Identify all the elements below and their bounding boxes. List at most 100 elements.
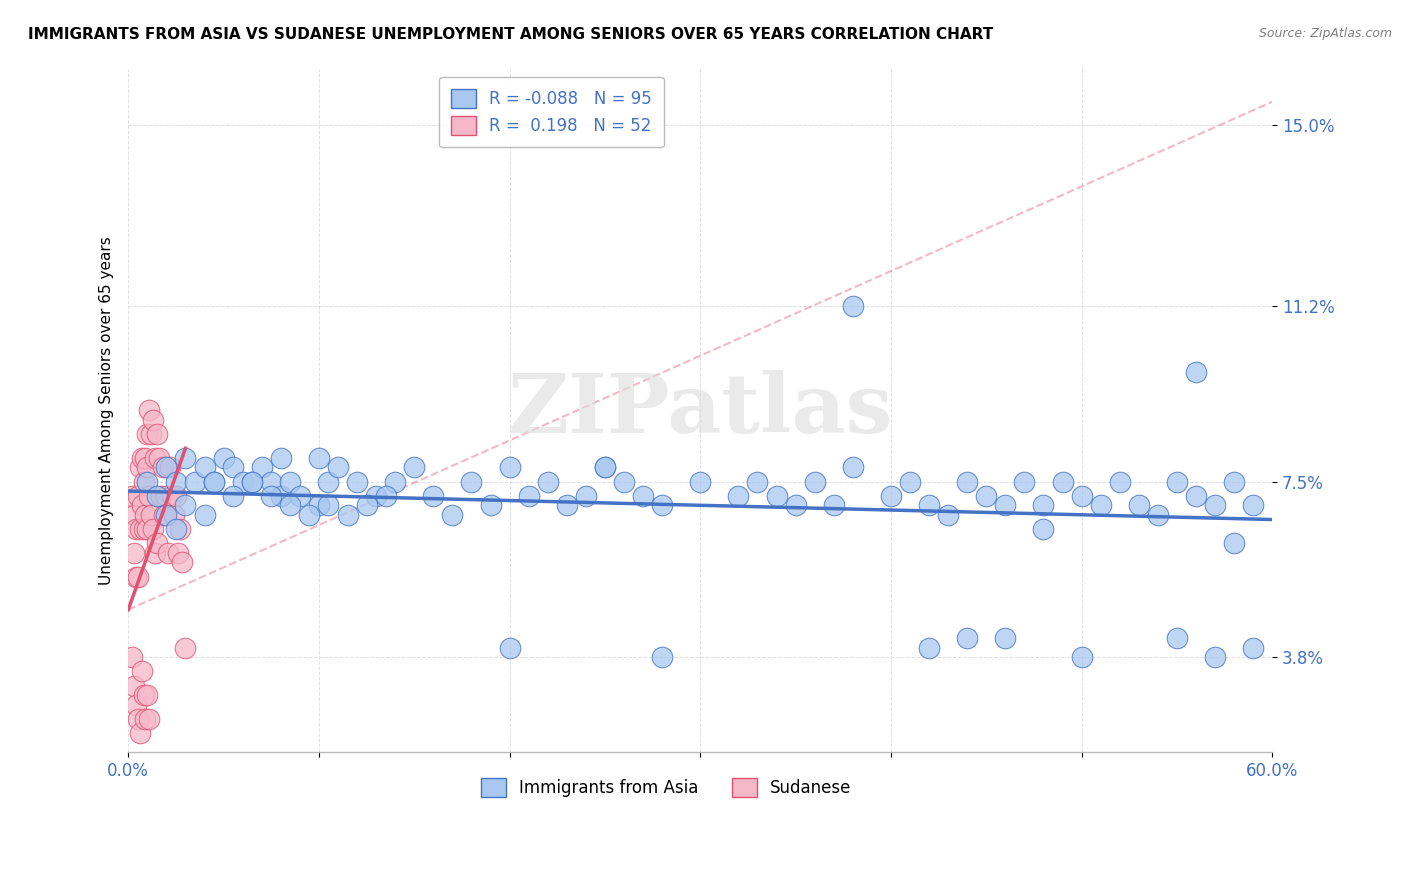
Point — [288, 489, 311, 503]
Point — [131, 450, 153, 465]
Point — [1108, 475, 1130, 489]
Point — [498, 640, 520, 655]
Point — [936, 508, 959, 522]
Point — [212, 450, 235, 465]
Point — [1241, 498, 1264, 512]
Point — [202, 475, 225, 489]
Point — [165, 522, 187, 536]
Point — [131, 498, 153, 512]
Point — [148, 450, 170, 465]
Point — [222, 489, 245, 503]
Point — [270, 450, 292, 465]
Point — [125, 698, 148, 712]
Point — [1204, 650, 1226, 665]
Point — [631, 489, 654, 503]
Point — [318, 498, 340, 512]
Point — [441, 508, 464, 522]
Point — [128, 460, 150, 475]
Point — [384, 475, 406, 489]
Point — [136, 475, 159, 489]
Point — [165, 489, 187, 503]
Point — [1070, 489, 1092, 503]
Point — [593, 460, 616, 475]
Point — [240, 475, 263, 489]
Point — [1128, 498, 1150, 512]
Point — [159, 460, 181, 475]
Point — [366, 489, 388, 503]
Point — [132, 522, 155, 536]
Point — [479, 498, 502, 512]
Point — [1241, 640, 1264, 655]
Point — [250, 460, 273, 475]
Point — [517, 489, 540, 503]
Point — [174, 450, 197, 465]
Point — [1166, 475, 1188, 489]
Point — [170, 555, 193, 569]
Point — [155, 489, 177, 503]
Point — [374, 489, 396, 503]
Point — [918, 498, 941, 512]
Point — [134, 712, 156, 726]
Point — [842, 460, 865, 475]
Point — [994, 631, 1017, 645]
Point — [121, 489, 143, 503]
Point — [308, 498, 330, 512]
Point — [127, 712, 149, 726]
Point — [880, 489, 903, 503]
Point — [184, 475, 207, 489]
Point — [346, 475, 368, 489]
Point — [134, 508, 156, 522]
Point — [122, 546, 145, 560]
Point — [1052, 475, 1074, 489]
Point — [498, 460, 520, 475]
Point — [1185, 489, 1208, 503]
Point — [326, 460, 349, 475]
Point — [136, 522, 159, 536]
Point — [134, 450, 156, 465]
Point — [142, 522, 165, 536]
Point — [122, 508, 145, 522]
Point — [125, 522, 148, 536]
Point — [1223, 536, 1246, 550]
Point — [823, 498, 845, 512]
Text: Source: ZipAtlas.com: Source: ZipAtlas.com — [1258, 27, 1392, 40]
Point — [132, 688, 155, 702]
Point — [143, 450, 166, 465]
Point — [1014, 475, 1036, 489]
Point — [122, 679, 145, 693]
Point — [165, 475, 187, 489]
Point — [128, 726, 150, 740]
Point — [1147, 508, 1170, 522]
Point — [1090, 498, 1112, 512]
Point — [460, 475, 482, 489]
Point — [163, 508, 186, 522]
Point — [157, 546, 180, 560]
Point — [155, 460, 177, 475]
Text: IMMIGRANTS FROM ASIA VS SUDANESE UNEMPLOYMENT AMONG SENIORS OVER 65 YEARS CORREL: IMMIGRANTS FROM ASIA VS SUDANESE UNEMPLO… — [28, 27, 994, 42]
Point — [1166, 631, 1188, 645]
Point — [139, 508, 162, 522]
Point — [765, 489, 787, 503]
Point — [298, 508, 321, 522]
Point — [537, 475, 560, 489]
Point — [174, 498, 197, 512]
Point — [613, 475, 636, 489]
Point — [727, 489, 749, 503]
Point — [308, 450, 330, 465]
Point — [278, 498, 301, 512]
Point — [169, 522, 191, 536]
Point — [555, 498, 578, 512]
Y-axis label: Unemployment Among Seniors over 65 years: Unemployment Among Seniors over 65 years — [100, 236, 114, 585]
Point — [125, 569, 148, 583]
Point — [138, 403, 160, 417]
Point — [747, 475, 769, 489]
Legend: Immigrants from Asia, Sudanese: Immigrants from Asia, Sudanese — [472, 770, 859, 805]
Point — [138, 489, 160, 503]
Point — [1032, 522, 1054, 536]
Point — [127, 489, 149, 503]
Point — [139, 427, 162, 442]
Point — [918, 640, 941, 655]
Point — [155, 508, 177, 522]
Point — [803, 475, 825, 489]
Point — [202, 475, 225, 489]
